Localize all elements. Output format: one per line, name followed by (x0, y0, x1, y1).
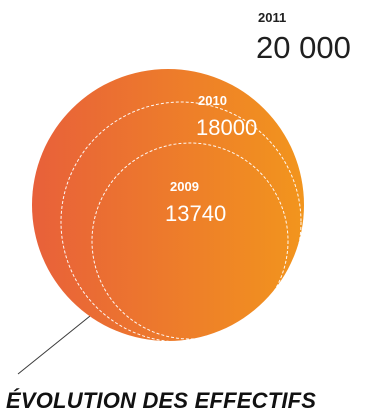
bubble-2009 (91, 142, 289, 340)
value-label-2011: 20 000 (256, 30, 351, 65)
bubble-2010 (60, 101, 302, 343)
chart-title: ÉVOLUTION DES EFFECTIFS (6, 388, 317, 413)
year-label-2010: 2010 (198, 93, 227, 108)
year-label-2011: 2011 (258, 10, 286, 25)
pointer-line (17, 307, 101, 375)
year-label-2009: 2009 (170, 179, 199, 194)
value-label-2010: 18000 (196, 115, 257, 140)
bubble-2011 (32, 69, 304, 341)
value-label-2009: 13740 (165, 201, 226, 226)
